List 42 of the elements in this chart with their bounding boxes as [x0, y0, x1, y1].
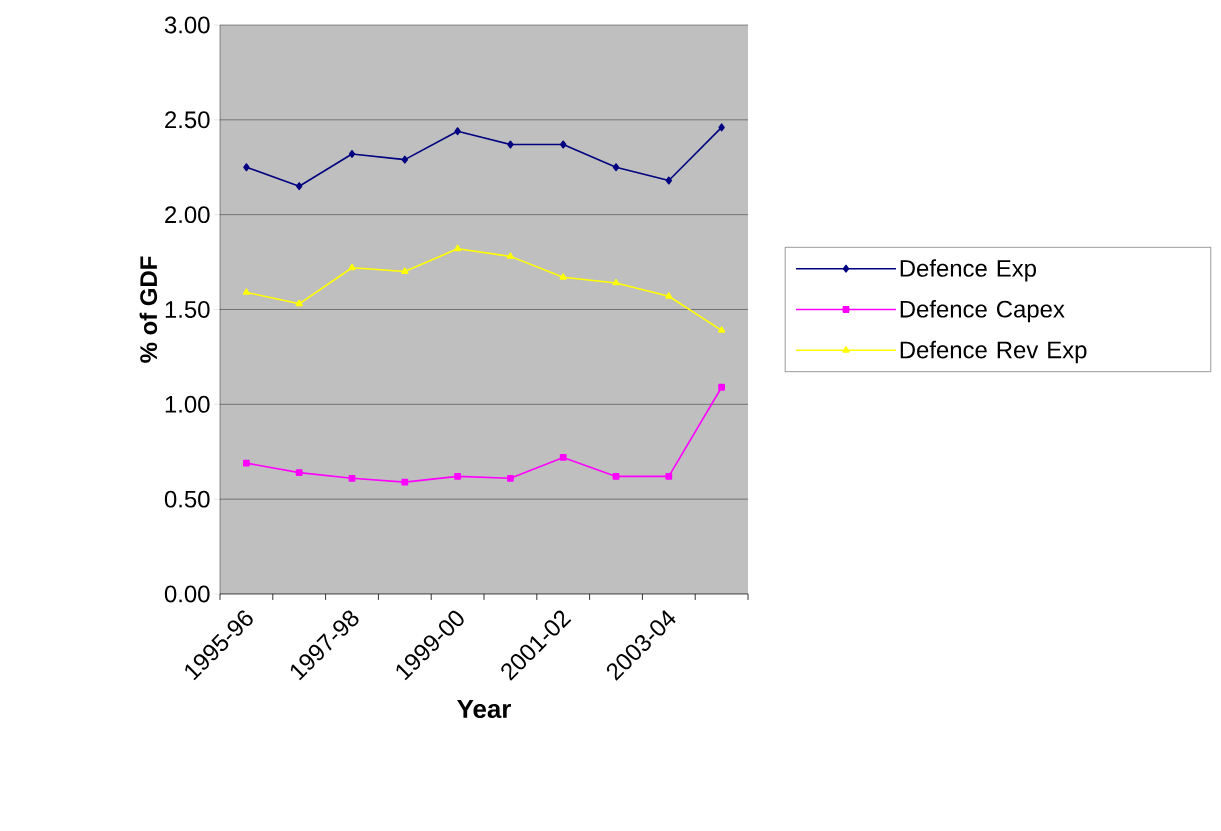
point [559, 454, 567, 461]
legend-label: Defence Rev Exp [900, 340, 1087, 364]
point [665, 473, 673, 480]
y-tick-label: 0.50 [164, 490, 210, 508]
point [560, 140, 567, 149]
point [243, 459, 250, 467]
point [454, 127, 461, 136]
point [665, 176, 673, 185]
x-axis-title: Year [457, 700, 511, 719]
y-tick-label: 1.50 [165, 301, 210, 318]
point [718, 383, 726, 391]
point [453, 244, 462, 252]
y-tick-label: 1.00 [165, 395, 210, 413]
y-tick-label: 0.00 [164, 585, 210, 603]
point [295, 469, 303, 476]
point [242, 288, 251, 295]
point [612, 163, 620, 172]
point [717, 326, 726, 333]
point [454, 473, 461, 480]
point [507, 140, 514, 149]
y-tick-label: 3.00 [164, 16, 210, 34]
point [348, 263, 356, 271]
y-tick-label: 2.00 [165, 206, 210, 224]
point [348, 149, 356, 158]
legend-label: Defence Capex [900, 300, 1065, 323]
point [506, 252, 515, 259]
point [507, 474, 514, 482]
point [559, 273, 567, 280]
legend-label: Defence Exp [900, 259, 1036, 282]
point [401, 267, 409, 274]
point [401, 155, 408, 164]
point [612, 473, 620, 480]
point [612, 278, 620, 286]
point [296, 182, 303, 191]
y-tick-label: 2.50 [165, 111, 210, 129]
y-axis-title: % of GDF [139, 256, 158, 363]
point [718, 123, 725, 132]
point [348, 474, 356, 482]
point [401, 478, 409, 486]
point [295, 299, 303, 307]
point [243, 163, 250, 172]
point [665, 292, 673, 299]
